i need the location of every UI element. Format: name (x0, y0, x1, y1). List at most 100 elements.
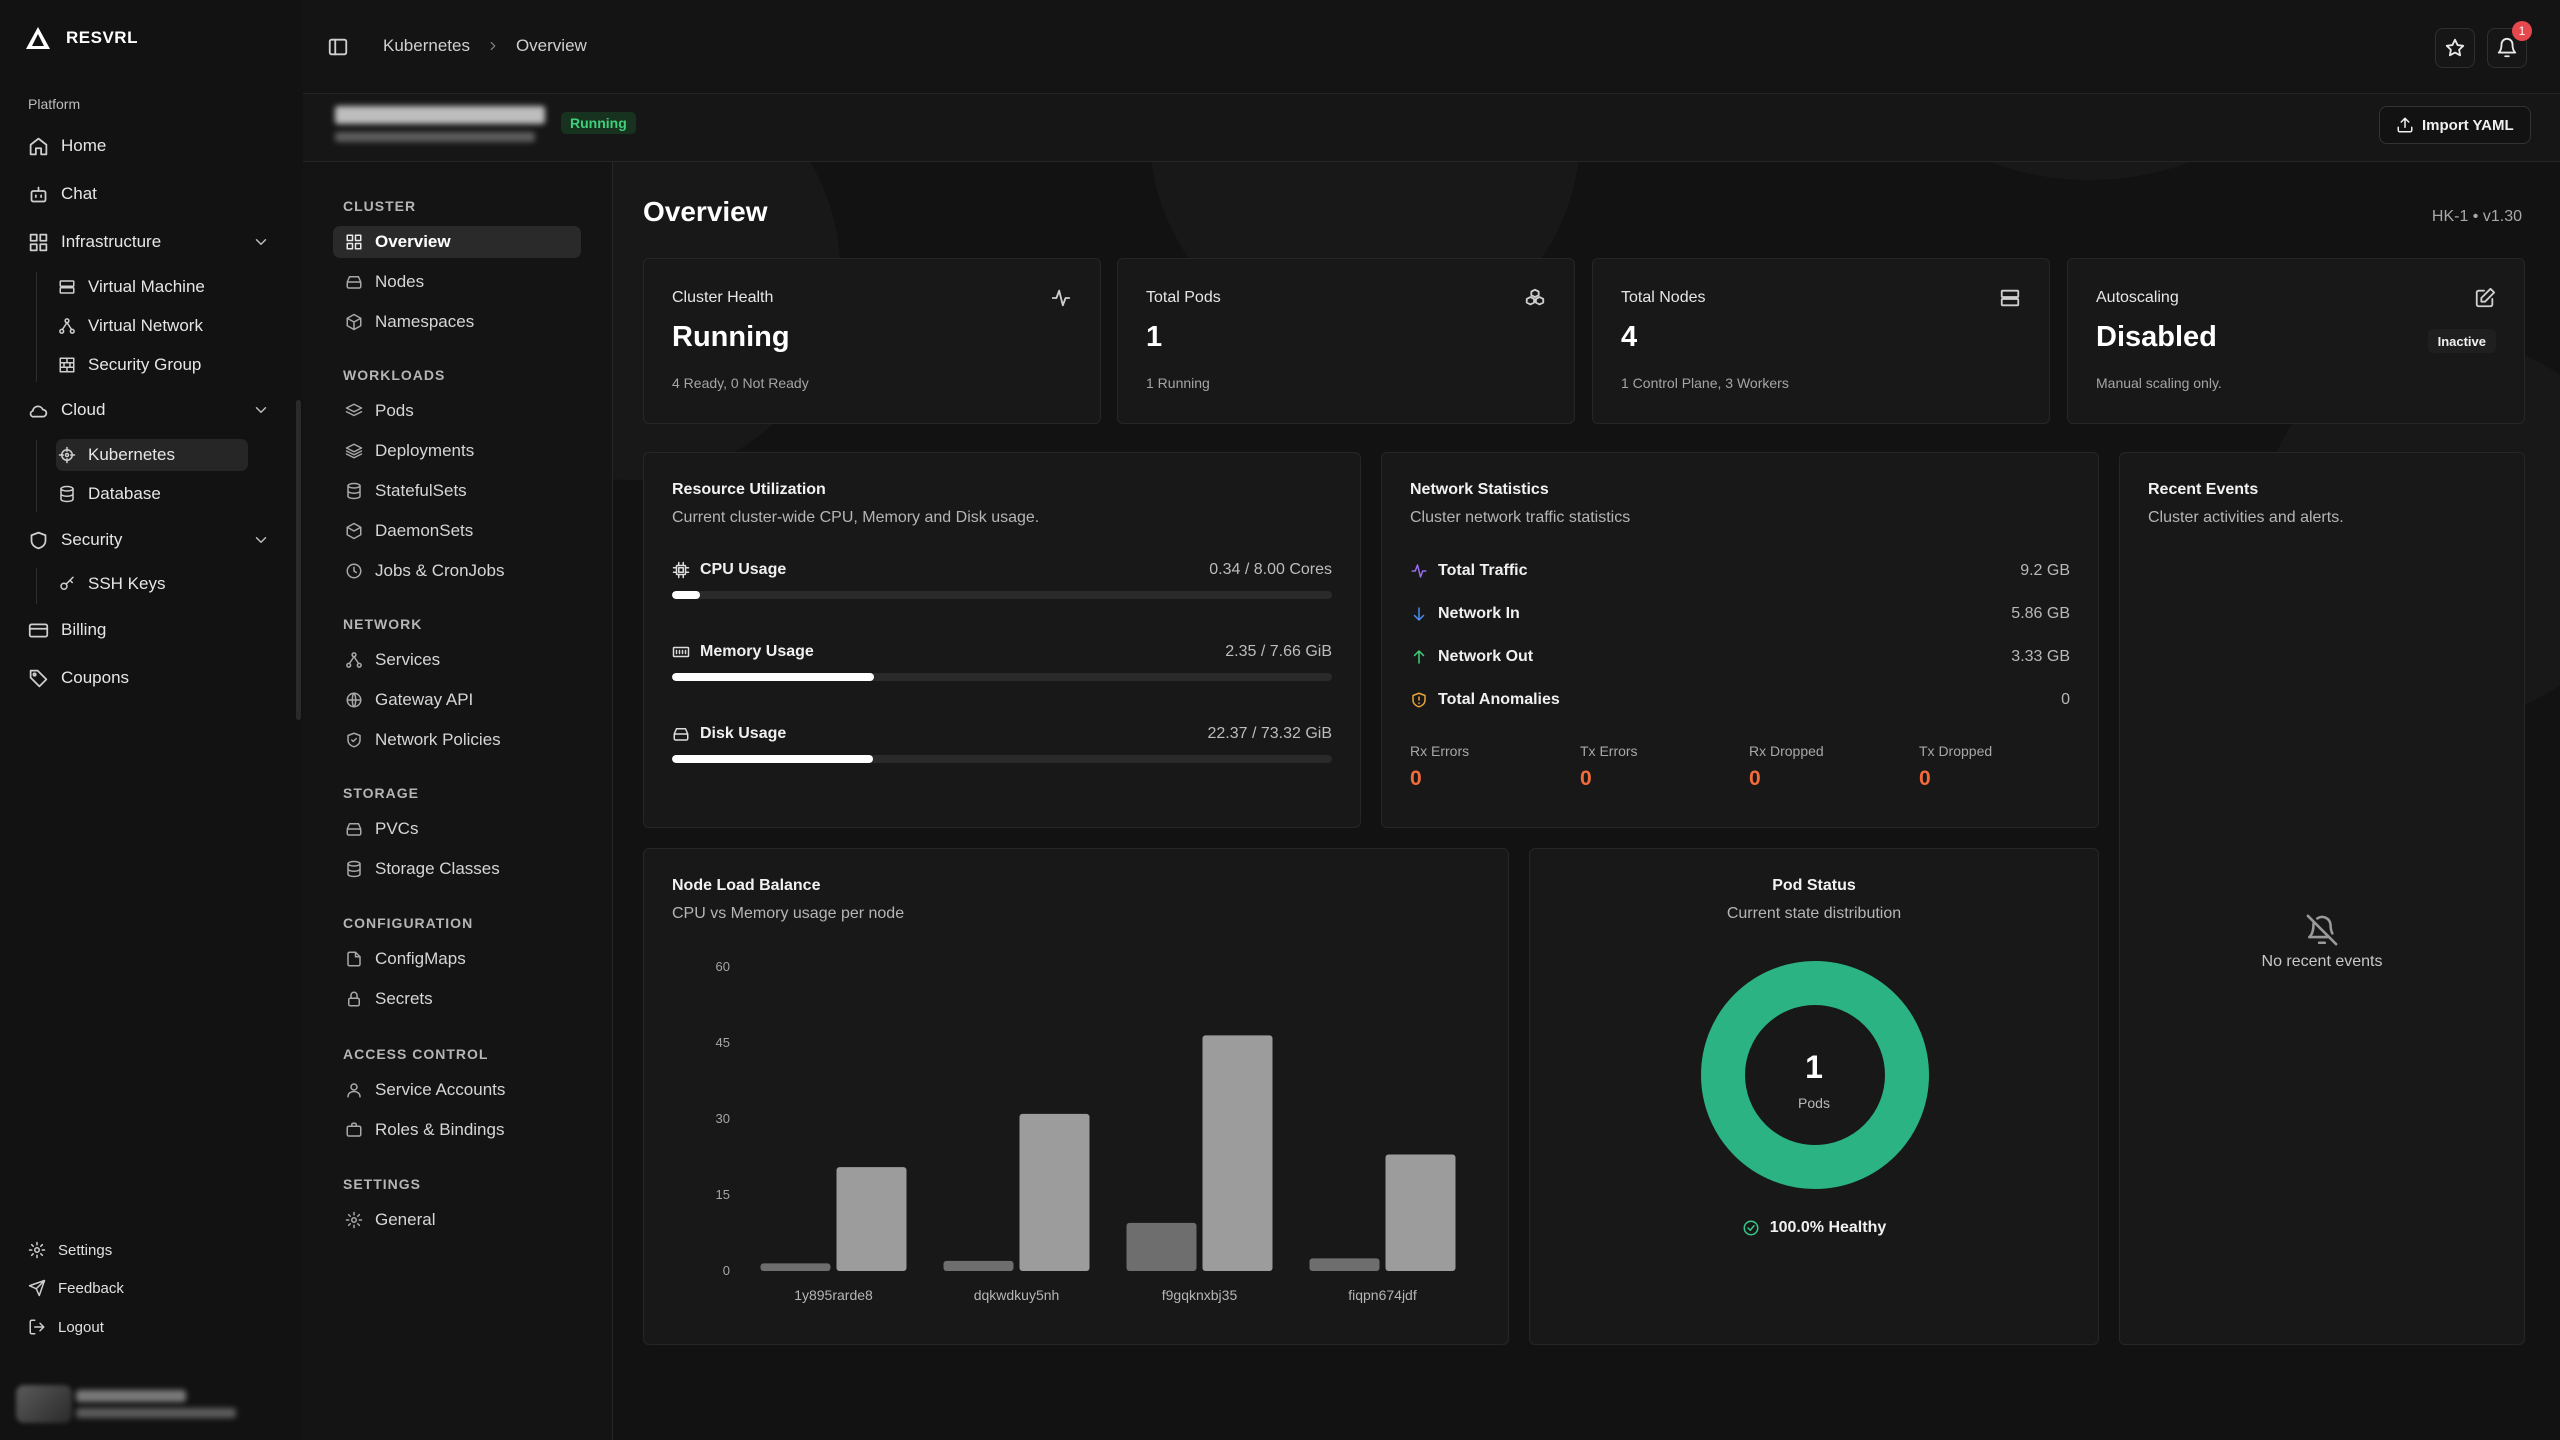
layout-grid-icon (346, 234, 362, 250)
sidebar-item-virtual-machine[interactable]: Virtual Machine (56, 271, 248, 303)
tab-pods[interactable]: Pods (333, 395, 581, 427)
tab-storage-classes[interactable]: Storage Classes (333, 853, 581, 885)
breadcrumb-item: Overview (515, 36, 587, 55)
res-label: Disk Usage (672, 725, 786, 743)
rx-dropped: Rx Dropped 0 (1749, 743, 1824, 791)
helm-icon (58, 446, 76, 464)
card-title: Network Statistics (1410, 481, 1549, 498)
tab-gateway-api[interactable]: Gateway API (333, 684, 581, 716)
sidebar-item-label: Security (61, 530, 123, 549)
tab-pvcs[interactable]: PVCs (333, 813, 581, 845)
sidebar-item-infrastructure[interactable]: Infrastructure (28, 227, 161, 257)
progress-fill (672, 591, 701, 599)
tab-nodes[interactable]: Nodes (333, 266, 581, 298)
edit-icon[interactable] (2474, 287, 2496, 309)
favorite-button[interactable] (2435, 28, 2475, 68)
credit-card-icon (28, 623, 49, 637)
notifications-button[interactable]: 1 (2487, 21, 2532, 68)
bar-f9gqknxbj35-series-0[interactable] (1126, 1222, 1197, 1271)
sidebar-item-chat[interactable]: Chat (28, 179, 97, 209)
status-badge: Running (561, 112, 636, 134)
nav-item-label: Secrets (375, 989, 433, 1008)
bar-f9gqknxbj35-series-1[interactable] (1202, 1035, 1273, 1271)
network-icon (59, 318, 75, 334)
tab-network-policies[interactable]: Network Policies (333, 724, 581, 756)
sidebar-item-cloud[interactable]: Cloud (28, 395, 105, 425)
sidebar-scrollbar[interactable] (296, 400, 301, 720)
bar-dqkwdkuy5nh-series-0[interactable] (943, 1260, 1014, 1271)
hard-drive-icon (346, 823, 362, 836)
brand[interactable]: RESVRL (24, 25, 138, 51)
nav-item-label: StatefulSets (375, 481, 467, 500)
tab-jobs-cronjobs[interactable]: Jobs & CronJobs (333, 555, 581, 587)
bar-chart: 0 15 30 45 60 1y895rarde8 dqkwdkuy5nh f9gqknxbj… (644, 849, 1510, 1346)
upload-icon (2397, 117, 2413, 133)
sidebar-item-home[interactable]: Home (28, 131, 106, 161)
nav-group-title: NETWORK (343, 616, 423, 632)
net-row-total-anomalies: Total Anomalies 0 (1410, 691, 2070, 713)
tab-overview[interactable]: Overview (333, 226, 581, 258)
tab-roles-bindings[interactable]: Roles & Bindings (333, 1114, 581, 1146)
stat-label: Cluster Health (672, 289, 774, 306)
tab-general[interactable]: General (333, 1204, 581, 1236)
import-yaml-button[interactable]: Import YAML (2379, 106, 2531, 144)
bar-dqkwdkuy5nh-series-1[interactable] (1019, 1113, 1090, 1271)
sidebar-item-kubernetes[interactable]: Kubernetes (56, 439, 248, 471)
sidebar-item-label: Home (61, 136, 107, 155)
net-row-network-in: Network In 5.86 GB (1410, 605, 2070, 627)
net-label: Network Out (1410, 648, 1533, 666)
empty-state-text: No recent events (2261, 953, 2383, 970)
recent-events-card: Recent Events Cluster activities and ale… (2119, 452, 2525, 1345)
bar-1y895rarde8-series-0[interactable] (760, 1263, 831, 1271)
notification-badge: 1 (2512, 21, 2532, 41)
net-label-text: Total Anomalies (1438, 691, 1560, 708)
tab-deployments[interactable]: Deployments (333, 435, 581, 467)
net-label: Network In (1410, 605, 1520, 623)
sidebar-toggle-icon[interactable] (327, 36, 349, 58)
tab-configmaps[interactable]: ConfigMaps (333, 943, 581, 975)
sidebar-item-security-group[interactable]: Security Group (56, 349, 248, 381)
card-subtitle: Current cluster-wide CPU, Memory and Dis… (672, 509, 1040, 526)
tab-daemonsets[interactable]: DaemonSets (333, 515, 581, 547)
breadcrumb-item[interactable]: Kubernetes (383, 36, 470, 55)
y-tick-label: 45 (715, 1035, 730, 1050)
stat-sub: Manual scaling only. (2096, 375, 2222, 391)
chevron-down-icon[interactable] (252, 401, 270, 419)
tx-dropped: Tx Dropped 0 (1919, 743, 1992, 791)
card-title: Recent Events (2148, 481, 2259, 498)
sidebar-feedback[interactable]: Feedback (28, 1275, 124, 1301)
chevron-down-icon[interactable] (252, 531, 270, 549)
tab-namespaces[interactable]: Namespaces (333, 306, 581, 338)
bar-1y895rarde8-series-1[interactable] (836, 1167, 907, 1271)
x-tick-label: f9gqknxbj35 (1161, 1287, 1238, 1303)
user-icon (347, 1083, 361, 1098)
bar-fiqpn674jdf-series-0[interactable] (1309, 1258, 1380, 1271)
tab-service-accounts[interactable]: Service Accounts (333, 1074, 581, 1106)
sidebar-item-label: Kubernetes (88, 445, 175, 464)
bar-fiqpn674jdf-series-1[interactable] (1385, 1154, 1456, 1271)
bell-off-icon (2306, 914, 2338, 946)
sidebar-settings[interactable]: Settings (28, 1237, 112, 1263)
tab-statefulsets[interactable]: StatefulSets (333, 475, 581, 507)
sidebar-item-label: Coupons (61, 668, 130, 687)
avatar[interactable] (16, 1385, 72, 1423)
net-row-total-traffic: Total Traffic 9.2 GB (1410, 562, 2070, 584)
stat-sub: 4 Ready, 0 Not Ready (672, 375, 809, 391)
sidebar-item-database[interactable]: Database (56, 478, 248, 510)
pod-count-label: Pods (1798, 1095, 1830, 1111)
sidebar-item-label: Cloud (61, 400, 106, 419)
sidebar-logout[interactable]: Logout (28, 1314, 104, 1340)
tab-secrets[interactable]: Secrets (333, 983, 581, 1015)
sidebar-item-billing[interactable]: Billing (28, 615, 106, 645)
sidebar-item-ssh-keys[interactable]: SSH Keys (56, 568, 248, 600)
net-value: 5.86 GB (2011, 605, 2070, 622)
home-icon (29, 137, 48, 155)
sidebar-item-security[interactable]: Security (28, 525, 122, 555)
sidebar-item-virtual-network[interactable]: Virtual Network (56, 310, 248, 342)
y-tick-label: 0 (722, 1263, 730, 1278)
chevron-down-icon[interactable] (252, 233, 270, 251)
sidebar-item-coupons[interactable]: Coupons (28, 663, 129, 693)
donut-segment-running[interactable] (1701, 961, 1929, 1189)
res-value: 0.34 / 8.00 Cores (1209, 561, 1332, 578)
tab-services[interactable]: Services (333, 644, 581, 676)
